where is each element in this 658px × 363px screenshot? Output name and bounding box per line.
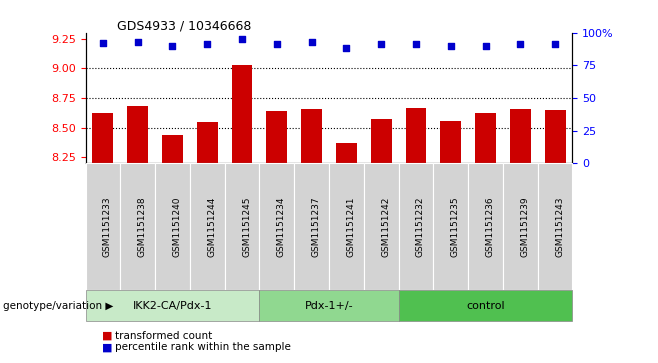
Text: ■: ■ — [102, 342, 113, 352]
Point — [132, 39, 143, 45]
Text: IKK2-CA/Pdx-1: IKK2-CA/Pdx-1 — [133, 301, 213, 311]
Bar — [440, 121, 461, 163]
Point — [411, 41, 421, 47]
Text: GSM1151234: GSM1151234 — [277, 197, 286, 257]
Text: Pdx-1+/-: Pdx-1+/- — [305, 301, 353, 311]
Point — [202, 41, 213, 47]
Text: GSM1151243: GSM1151243 — [555, 197, 564, 257]
Text: GSM1151233: GSM1151233 — [103, 196, 112, 257]
Bar — [405, 107, 426, 163]
Point — [376, 41, 386, 47]
Text: GSM1151237: GSM1151237 — [312, 196, 320, 257]
Point — [550, 41, 561, 47]
Text: GSM1151245: GSM1151245 — [242, 197, 251, 257]
Point — [341, 45, 351, 51]
Point — [97, 40, 108, 46]
Text: genotype/variation ▶: genotype/variation ▶ — [3, 301, 114, 311]
Bar — [162, 135, 183, 163]
Bar — [266, 111, 288, 163]
Point — [167, 43, 178, 49]
Text: GSM1151242: GSM1151242 — [381, 197, 390, 257]
Point — [445, 43, 456, 49]
Point — [480, 43, 491, 49]
Bar — [197, 122, 218, 163]
Text: GSM1151244: GSM1151244 — [207, 197, 216, 257]
Bar — [127, 106, 148, 163]
Point — [307, 39, 317, 45]
Text: control: control — [467, 301, 505, 311]
Text: transformed count: transformed count — [115, 331, 213, 341]
Bar — [232, 65, 253, 163]
Bar — [475, 114, 496, 163]
Bar — [301, 109, 322, 163]
Bar — [93, 114, 113, 163]
Text: GSM1151232: GSM1151232 — [416, 197, 425, 257]
Text: GSM1151241: GSM1151241 — [346, 197, 355, 257]
Point — [515, 41, 526, 47]
Bar — [545, 110, 565, 163]
Point — [237, 36, 247, 42]
Text: percentile rank within the sample: percentile rank within the sample — [115, 342, 291, 352]
Text: GDS4933 / 10346668: GDS4933 / 10346668 — [117, 20, 251, 33]
Text: GSM1151235: GSM1151235 — [451, 196, 460, 257]
Point — [272, 41, 282, 47]
Text: ■: ■ — [102, 331, 113, 341]
Text: GSM1151238: GSM1151238 — [138, 196, 147, 257]
Text: GSM1151240: GSM1151240 — [172, 197, 182, 257]
Bar — [370, 119, 392, 163]
Text: GSM1151239: GSM1151239 — [520, 196, 529, 257]
Text: GSM1151236: GSM1151236 — [486, 196, 495, 257]
Bar — [336, 143, 357, 163]
Bar — [510, 109, 531, 163]
